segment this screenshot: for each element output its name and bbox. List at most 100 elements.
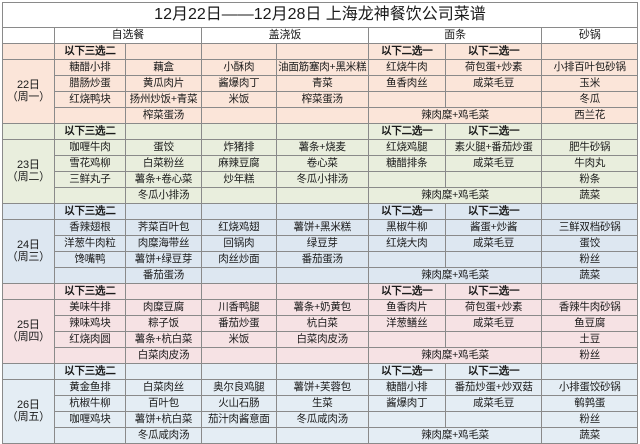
dish-rice-2: 青菜 xyxy=(275,75,369,92)
dish-claypot: 三鲜双档砂锅 xyxy=(541,219,638,236)
dish-self-serve-2: 薯饼+杭白菜 xyxy=(125,411,202,428)
dish-claypot: 小排百叶包砂锅 xyxy=(541,59,638,76)
menu-row: 雪花鸡柳 白菜粉丝 麻辣豆腐 卷心菜 糖醋排条 咸菜毛豆 牛肉丸 xyxy=(2,155,638,172)
day-date: 23日 xyxy=(17,158,40,171)
dish-self-serve-2: 肉糜海带丝 xyxy=(125,235,202,252)
rule-self-serve: 以下三选二 xyxy=(53,203,127,220)
dish-rice-2: 薯条+烧麦 xyxy=(275,139,369,156)
dish-self-serve-1: 三鲜丸子 xyxy=(53,171,127,188)
rule-claypot xyxy=(541,203,638,220)
global-rule-row: 以下三选二 以下二选一 以下二选一 xyxy=(2,43,638,60)
dish-self-serve-1: 馋嘴鸭 xyxy=(53,251,127,268)
day-weekday: （周五） xyxy=(6,410,50,423)
rule-noodle-2: 以下二选一 xyxy=(444,123,543,140)
dish-noodle-2 xyxy=(444,251,543,268)
rule-rice-1 xyxy=(200,283,277,300)
day-rule-row: 以下三选二 以下二选一 以下二选一 xyxy=(2,123,638,140)
group-header-self-serve: 自选餐 xyxy=(53,27,202,44)
dish-noodle-1: 红烧鸡腿 xyxy=(367,139,446,156)
day-rule-row: 以下三选二 以下二选一 以下二选一 xyxy=(2,203,638,220)
dish-self-serve-2: 黄瓜肉片 xyxy=(125,75,202,92)
dish-rice-2: 白菜肉皮汤 xyxy=(275,331,369,348)
dish-noodle-1 xyxy=(367,251,446,268)
menu-row: 白菜肉皮汤 辣肉糜+鸡毛菜 粉丝 xyxy=(2,347,638,364)
dish-noodle-2: 咸菜毛豆 xyxy=(444,75,543,92)
menu-row: 22日 （周一） 糖醋小排 藕盒 小酥肉 油面筋塞肉+黑米糕 红烧牛肉 荷包蛋+炒素 小排百叶包… xyxy=(2,59,638,124)
menu-row: 冬瓜小排汤 辣肉糜+鸡毛菜 蔬菜 xyxy=(2,187,638,204)
menu-row: 洋葱牛肉粒 肉糜海带丝 回锅肉 绿豆芽 红烧大肉 咸菜毛豆 蛋饺 xyxy=(2,235,638,252)
rule-rice-1 xyxy=(200,43,277,60)
dish-noodle-soup-merged: 辣肉糜+鸡毛菜 xyxy=(367,427,543,444)
rule-self-serve-2 xyxy=(125,203,202,220)
dish-noodle-2 xyxy=(444,171,543,188)
day-weekday: （周一） xyxy=(6,90,50,103)
dish-claypot: 土豆 xyxy=(541,331,638,348)
dish-noodle-2: 咸菜毛豆 xyxy=(444,315,543,332)
dish-noodle-1: 洋葱鳝丝 xyxy=(367,315,446,332)
dish-noodle-soup-merged: 辣肉糜+鸡毛菜 xyxy=(367,107,543,124)
rule-claypot xyxy=(541,363,638,380)
dish-self-serve-1: 美味牛排 xyxy=(53,299,127,316)
day-rule-row: 以下三选二 以下二选一 以下二选一 xyxy=(2,363,638,380)
dish-noodle-1: 黑椒牛柳 xyxy=(367,219,446,236)
rule-self-serve-2 xyxy=(125,43,202,60)
day-rule-blank xyxy=(2,283,55,300)
dish-rice-1: 米饭 xyxy=(200,91,277,108)
dish-rice-2: 绿豆芽 xyxy=(275,235,369,252)
dish-rice-1: 火山石肠 xyxy=(200,395,277,412)
group-header-blank xyxy=(2,27,55,44)
menu-row: 榨菜蛋汤 辣肉糜+鸡毛菜 西兰花 xyxy=(2,107,638,124)
dish-self-serve-1 xyxy=(53,107,127,124)
dish-self-serve-1: 雪花鸡柳 xyxy=(53,155,127,172)
day-cell: 25日 （周四） xyxy=(2,299,55,364)
rule-rice-1 xyxy=(200,363,277,380)
dish-rice-2: 薯条+奶黄包 xyxy=(275,299,369,316)
dish-self-serve-2: 扬州炒饭+青菜 xyxy=(125,91,202,108)
menu-row: 25日 （周四） 美味牛排 肉糜豆腐 川香鸭腿 薯条+奶黄包 鱼香肉片 荷包蛋+炒素 香辣牛肉砂… xyxy=(2,299,638,364)
rule-self-serve: 以下三选二 xyxy=(53,283,127,300)
group-header-row: 自选餐 盖浇饭 面条 砂锅 xyxy=(2,27,638,44)
rule-rice-2 xyxy=(275,283,369,300)
dish-noodle-1 xyxy=(367,171,446,188)
dish-noodle-1: 红烧牛肉 xyxy=(367,59,446,76)
dish-rice-1 xyxy=(200,267,277,284)
day-weekday: （周四） xyxy=(6,330,50,343)
dish-rice-1: 米饭 xyxy=(200,331,277,348)
dish-self-serve-2: 薯条+卷心菜 xyxy=(125,171,202,188)
day-date: 26日 xyxy=(17,398,40,411)
dish-noodle-soup-merged: 辣肉糜+鸡毛菜 xyxy=(367,187,543,204)
page-title: 12月22日——12月28日 上海龙神餐饮公司菜谱 xyxy=(2,2,638,28)
dish-self-serve-1 xyxy=(53,187,127,204)
rule-noodle-2: 以下二选一 xyxy=(444,363,543,380)
dish-claypot: 香辣牛肉砂锅 xyxy=(541,299,638,316)
dish-claypot: 粉丝 xyxy=(541,251,638,268)
dish-self-serve-2: 薯条+杭白菜 xyxy=(125,331,202,348)
day-cell: 22日 （周一） xyxy=(2,59,55,124)
dish-self-serve-1 xyxy=(53,347,127,364)
dish-rice-2: 冬瓜咸肉汤 xyxy=(275,411,369,428)
dish-rice-1: 肉丝炒面 xyxy=(200,251,277,268)
dish-self-serve-2: 榨菜蛋汤 xyxy=(125,107,202,124)
rule-rice-2 xyxy=(275,203,369,220)
dish-noodle-2: 酱蛋+炒酱 xyxy=(444,219,543,236)
rule-self-serve-2 xyxy=(125,363,202,380)
dish-self-serve-2: 粽子饭 xyxy=(125,315,202,332)
dish-self-serve-2: 蛋饺 xyxy=(125,139,202,156)
day-rule-row: 以下三选二 以下二选一 以下二选一 xyxy=(2,283,638,300)
rule-noodle-1: 以下二选一 xyxy=(367,123,446,140)
dish-rice-2 xyxy=(275,427,369,444)
dish-claypot: 粉丝 xyxy=(541,411,638,428)
dish-rice-1: 茄汁肉酱意面 xyxy=(200,411,277,428)
dish-noodle-soup-merged: 辣肉糜+鸡毛菜 xyxy=(367,347,543,364)
rule-self-serve: 以下三选二 xyxy=(53,43,127,60)
rule-noodle-1: 以下二选一 xyxy=(367,283,446,300)
menu-row: 馋嘴鸭 薯饼+绿豆芽 肉丝炒面 番茄蛋汤 粉丝 xyxy=(2,251,638,268)
dish-rice-2: 生菜 xyxy=(275,395,369,412)
dish-claypot: 蔬菜 xyxy=(541,267,638,284)
day-weekday: （周三） xyxy=(6,250,50,263)
dish-self-serve-1: 红烧肉圆 xyxy=(53,331,127,348)
dish-rice-1: 炸猪排 xyxy=(200,139,277,156)
dish-rice-1: 红烧鸡翅 xyxy=(200,219,277,236)
group-header-rice-bowl: 盖浇饭 xyxy=(200,27,369,44)
